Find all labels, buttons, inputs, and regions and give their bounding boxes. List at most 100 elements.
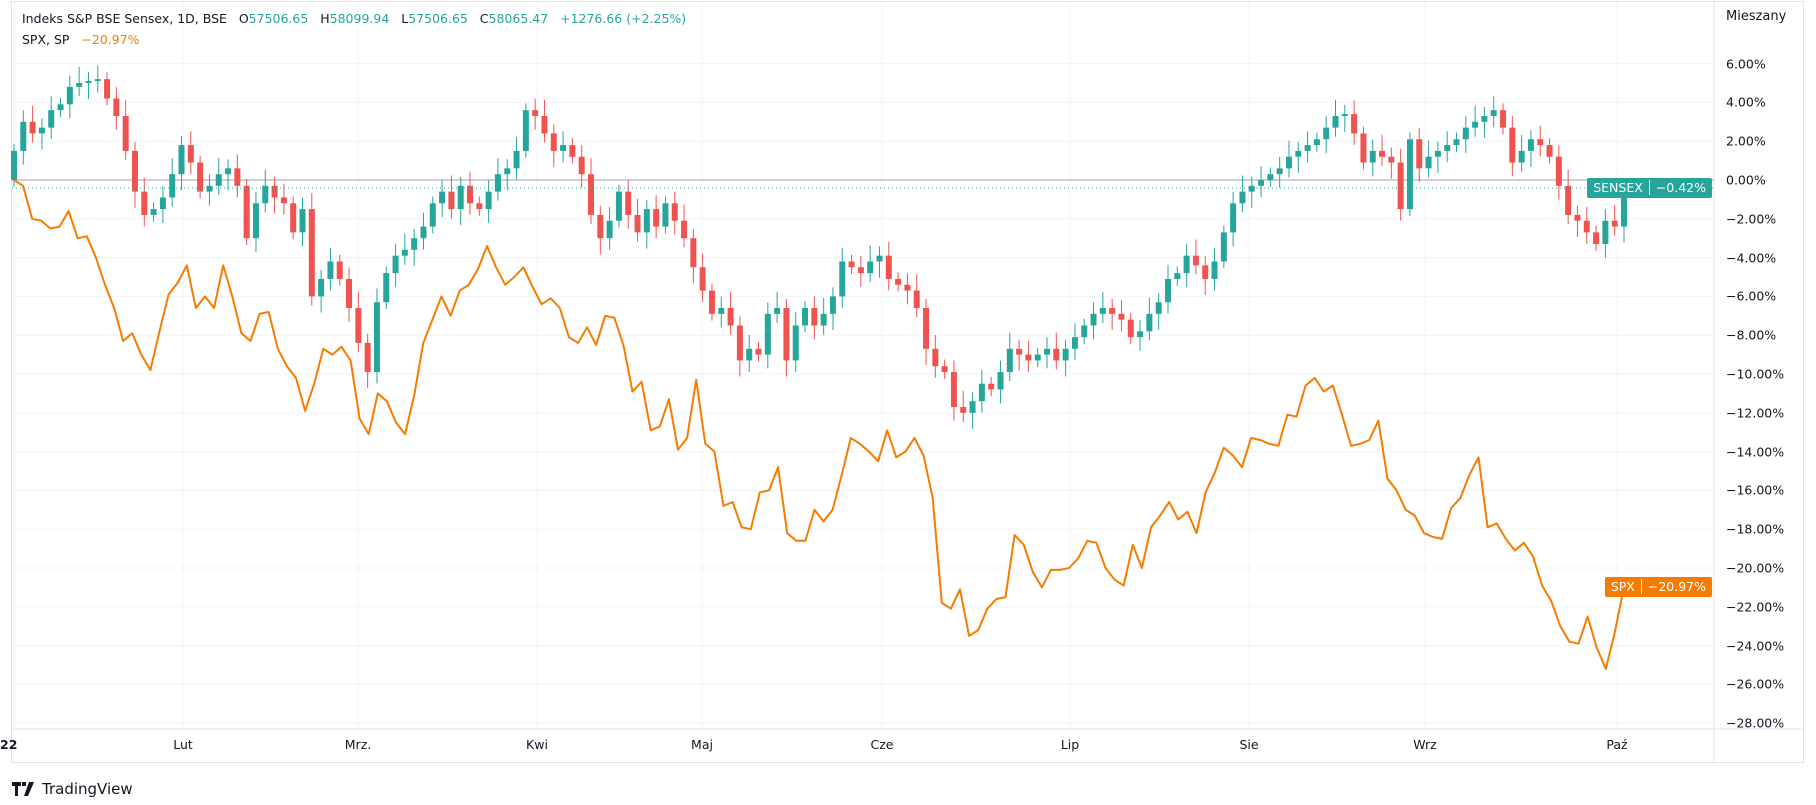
candle-body xyxy=(1062,348,1069,361)
candle-body xyxy=(1593,232,1600,245)
x-tick-label: 2022 xyxy=(0,737,18,752)
low-label: L xyxy=(401,11,409,26)
candle-body xyxy=(336,261,343,279)
candle-body xyxy=(141,191,148,215)
candle-body xyxy=(1034,354,1041,361)
candle-body xyxy=(420,226,427,239)
scale-mode-label[interactable]: Mieszany xyxy=(1726,9,1787,24)
candle-body xyxy=(1071,337,1078,349)
sensex-price-tag: SENSEX −0.42% xyxy=(1587,178,1712,199)
candle-body xyxy=(997,372,1004,390)
candle-body xyxy=(1304,145,1311,151)
candle-body xyxy=(494,174,501,192)
candle-body xyxy=(1109,308,1116,314)
compare-title: SPX, SP xyxy=(22,32,70,47)
candle-body xyxy=(131,150,138,192)
candle-body xyxy=(318,278,325,297)
candle-body xyxy=(1323,127,1330,140)
y-tick-label: −24.00% xyxy=(1726,638,1785,654)
candle-body xyxy=(541,115,548,134)
y-tick-label: −14.00% xyxy=(1726,444,1785,460)
candle-body xyxy=(885,255,892,279)
candle-body xyxy=(1462,127,1469,140)
x-tick-label: Kwi xyxy=(526,737,548,752)
compare-value: −20.97% xyxy=(81,32,140,47)
candle-body xyxy=(113,98,120,116)
candle-body xyxy=(1099,308,1106,314)
candle-body xyxy=(1230,203,1237,233)
candle-body xyxy=(29,121,36,134)
y-tick-label: −8.00% xyxy=(1726,327,1777,343)
candle-body xyxy=(215,174,222,186)
candle-body xyxy=(1481,115,1488,122)
candle-body xyxy=(1574,214,1581,221)
candle-body xyxy=(625,191,632,215)
candle-body xyxy=(708,290,715,314)
candle-body xyxy=(1202,265,1209,279)
candle-body xyxy=(690,238,697,268)
candle-body xyxy=(1081,325,1088,338)
candle-body xyxy=(783,308,790,361)
candle-body xyxy=(755,348,762,355)
open-label: O xyxy=(238,11,249,26)
candle-body xyxy=(1164,278,1171,303)
main-series-legend[interactable]: Indeks S&P BSE Sensex, 1D, BSE O57506.65… xyxy=(22,11,686,26)
x-tick-label: Wrz xyxy=(1413,737,1437,752)
candle-body xyxy=(280,197,287,204)
candle-body xyxy=(522,110,529,151)
change-value: +1276.66 (+2.25%) xyxy=(560,11,687,26)
candle-body xyxy=(476,203,483,210)
candle-body xyxy=(597,214,604,239)
candle-body xyxy=(1090,313,1097,326)
x-tick-label: Sie xyxy=(1239,737,1259,752)
candle-body xyxy=(1118,313,1125,320)
x-tick-label: Lut xyxy=(173,737,193,752)
tradingview-logo[interactable]: TradingView xyxy=(12,780,133,798)
candle-body xyxy=(1360,133,1367,163)
candle-body xyxy=(1434,150,1441,157)
candle-body xyxy=(1379,150,1386,157)
series-title: Indeks S&P BSE Sensex, 1D, BSE xyxy=(22,11,227,26)
candle-body xyxy=(718,308,725,314)
candle-body xyxy=(1583,220,1590,233)
candle-body xyxy=(792,325,799,361)
candle-body xyxy=(681,220,688,239)
candle-body xyxy=(1490,110,1497,116)
y-tick-label: −26.00% xyxy=(1726,676,1785,692)
candle-body xyxy=(876,255,883,262)
y-tick-label: −4.00% xyxy=(1726,250,1777,266)
x-tick-label: Lip xyxy=(1060,737,1080,752)
candle-body xyxy=(411,238,418,250)
candle-body xyxy=(662,203,669,227)
candle-body xyxy=(587,174,594,215)
candle-body xyxy=(401,249,408,256)
candle-body xyxy=(941,366,948,373)
spx-tag-name: SPX xyxy=(1610,578,1635,594)
candle-body xyxy=(746,348,753,361)
candle-body xyxy=(839,261,846,297)
y-tick-label: −6.00% xyxy=(1726,288,1777,304)
candle-body xyxy=(1527,139,1534,151)
sensex-tag-name: SENSEX xyxy=(1593,180,1643,196)
y-tick-label: 0.00% xyxy=(1726,172,1766,188)
candle-body xyxy=(85,81,92,83)
candle-body xyxy=(76,83,83,87)
tradingview-logo-icon xyxy=(12,782,34,796)
candle-body xyxy=(848,261,855,268)
candle-body xyxy=(1565,185,1572,215)
candle-body xyxy=(187,145,194,163)
candle-body xyxy=(699,267,706,291)
candle-body xyxy=(243,185,250,239)
candle-body xyxy=(1500,110,1507,128)
candle-body xyxy=(262,185,269,204)
compare-series-legend[interactable]: SPX, SP −20.97% xyxy=(22,32,140,47)
candle-body xyxy=(346,278,353,309)
candle-body xyxy=(774,308,781,314)
candle-body xyxy=(1211,261,1218,279)
candle-body xyxy=(904,284,911,291)
candle-body xyxy=(20,121,27,151)
candle-body xyxy=(439,191,446,204)
candle-body xyxy=(1555,156,1562,186)
chart-pane[interactable] xyxy=(11,1,1804,763)
